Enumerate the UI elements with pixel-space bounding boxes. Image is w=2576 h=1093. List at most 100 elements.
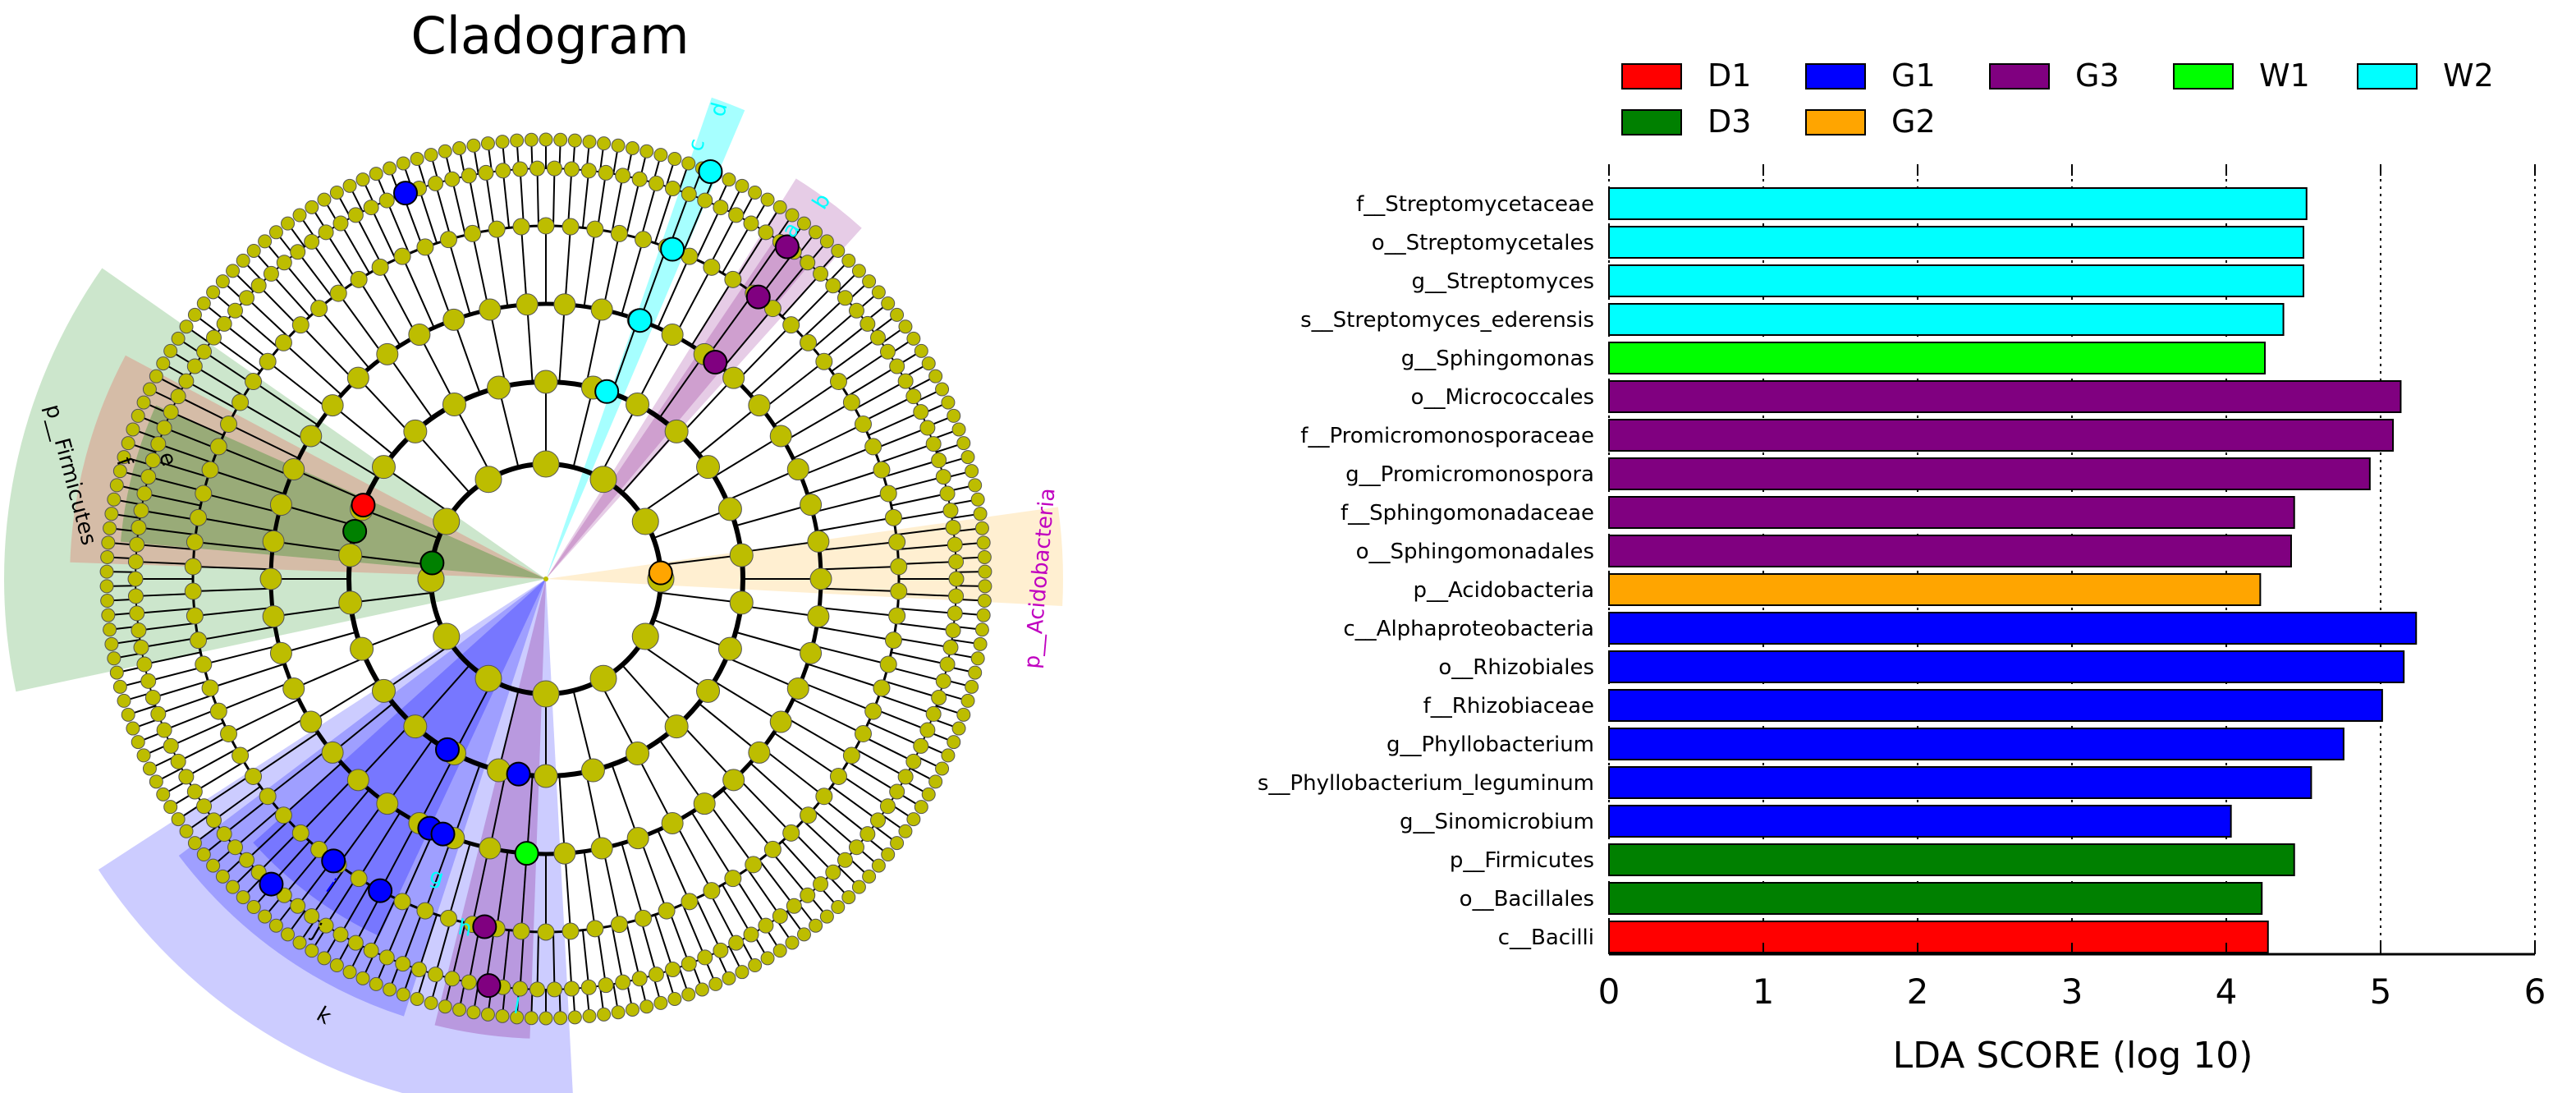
taxon-node	[580, 758, 605, 783]
taxon-node	[305, 944, 319, 958]
taxon-node	[201, 461, 219, 479]
taxon-node	[231, 746, 250, 765]
taxon-node	[697, 192, 713, 209]
taxon-node	[800, 494, 823, 517]
branch	[602, 233, 621, 310]
taxon-node	[196, 296, 211, 310]
taxon-node	[310, 840, 328, 858]
taxon-node	[841, 253, 856, 268]
branch	[153, 680, 209, 699]
branch	[735, 631, 811, 654]
taxon-node	[227, 302, 244, 319]
taxon-node	[758, 224, 774, 241]
taxon-node	[107, 651, 121, 666]
branch	[802, 296, 846, 338]
highlight-node	[703, 350, 728, 375]
taxon-node	[941, 748, 956, 763]
taxon-node	[461, 974, 477, 990]
branch	[552, 931, 556, 990]
taxon-node	[433, 622, 461, 650]
branch	[310, 435, 378, 478]
taxon-node	[796, 216, 811, 231]
taxon-node	[534, 764, 558, 788]
branch	[707, 292, 754, 357]
taxon-node	[873, 679, 891, 697]
branch	[762, 747, 825, 797]
taxon-node	[582, 1008, 597, 1023]
x-tick-label: 3	[2061, 971, 2083, 1012]
taxon-node	[928, 369, 943, 383]
taxon-node	[99, 564, 114, 579]
branch	[519, 168, 525, 227]
highlight-node	[392, 181, 418, 206]
taxon-node	[769, 425, 792, 448]
branch	[839, 774, 889, 807]
taxon-node	[186, 607, 204, 625]
taxon-node	[395, 956, 411, 972]
branch	[453, 404, 493, 478]
taxon-node	[898, 824, 913, 838]
branch	[611, 319, 639, 394]
branch	[453, 680, 493, 754]
taxon-node	[131, 735, 145, 750]
taxon-node	[163, 737, 179, 754]
taxon-node	[696, 455, 721, 480]
taxon-node	[99, 579, 114, 594]
taxon-node	[800, 887, 816, 903]
branch	[873, 427, 928, 450]
taxon-node	[935, 673, 951, 689]
taxon-node	[101, 535, 116, 550]
branch	[762, 361, 825, 411]
branch	[639, 183, 658, 240]
taxon-node	[347, 935, 364, 951]
bar	[1608, 650, 2405, 683]
taxon-node	[109, 478, 124, 493]
taxon-node	[589, 664, 617, 692]
branch	[807, 469, 882, 495]
taxon-node	[186, 358, 203, 374]
branch	[252, 732, 319, 778]
branch	[896, 622, 954, 631]
taxon-node	[216, 826, 232, 843]
branch	[746, 241, 782, 290]
taxon-node	[369, 167, 383, 181]
branch	[170, 411, 224, 437]
branch	[659, 591, 742, 604]
branch	[198, 626, 276, 641]
taxon-node	[350, 270, 368, 288]
taxon-node	[329, 185, 344, 200]
taxon-node	[127, 553, 144, 570]
taxon-node	[681, 893, 699, 911]
taxon-node	[537, 217, 555, 235]
taxon-node	[748, 741, 771, 764]
branch	[896, 526, 954, 536]
taxon-node	[276, 255, 292, 271]
taxon-node	[859, 315, 876, 332]
taxon-node	[529, 160, 546, 177]
taxon-node	[369, 976, 383, 991]
sector-label: g	[427, 864, 447, 891]
taxon-node	[227, 839, 244, 856]
branch	[681, 200, 706, 254]
branch	[639, 918, 658, 975]
cladogram-title: Cladogram	[410, 6, 689, 66]
branch	[296, 251, 333, 299]
branch	[144, 493, 201, 507]
taxon-node	[696, 678, 721, 703]
bar	[1608, 535, 2292, 567]
highlight-node	[774, 234, 800, 259]
branch	[878, 443, 934, 464]
branch	[293, 468, 366, 502]
branch	[621, 843, 644, 919]
taxon-node	[631, 622, 659, 650]
taxon-node	[100, 549, 115, 564]
taxon-node	[553, 842, 576, 865]
taxon-node	[625, 1003, 639, 1017]
taxon-node	[149, 774, 163, 789]
taxon-node	[664, 714, 689, 739]
taxon-node	[347, 207, 364, 223]
taxon-node	[178, 769, 195, 785]
taxon-node	[735, 178, 749, 193]
taxon-node	[393, 247, 411, 265]
branch	[520, 853, 528, 932]
